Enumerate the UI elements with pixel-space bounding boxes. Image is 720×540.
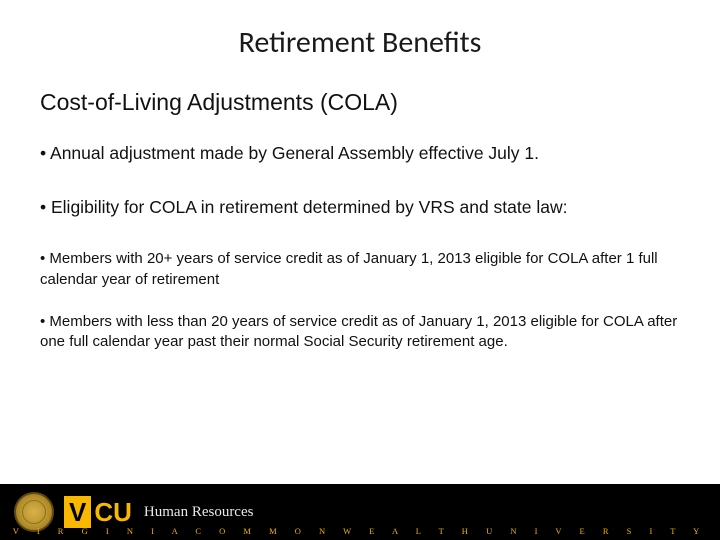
slide-title: Retirement Benefits [40, 24, 680, 61]
footer-tagline: V I R G I N I A C O M M O N W E A L T H … [0, 526, 720, 536]
bullet-small: Members with less than 20 years of servi… [40, 312, 680, 353]
bullet-small: Members with 20+ years of service credit… [40, 249, 680, 290]
subunit-label: Human Resources [144, 504, 254, 521]
footer-bar: V CU Human Resources V I R G I N I A C O… [0, 484, 720, 540]
content-area: Retirement Benefits Cost-of-Living Adjus… [0, 0, 720, 484]
vcu-logo: V CU [64, 496, 132, 528]
logo-v-box: V [64, 496, 91, 528]
bullet-large: Annual adjustment made by General Assemb… [40, 142, 680, 166]
slide-subtitle: Cost-of-Living Adjustments (COLA) [40, 89, 680, 116]
logo-cu-text: CU [91, 496, 132, 528]
slide: Retirement Benefits Cost-of-Living Adjus… [0, 0, 720, 540]
bullet-large: Eligibility for COLA in retirement deter… [40, 196, 680, 220]
logo-block: V CU Human Resources [64, 496, 253, 528]
